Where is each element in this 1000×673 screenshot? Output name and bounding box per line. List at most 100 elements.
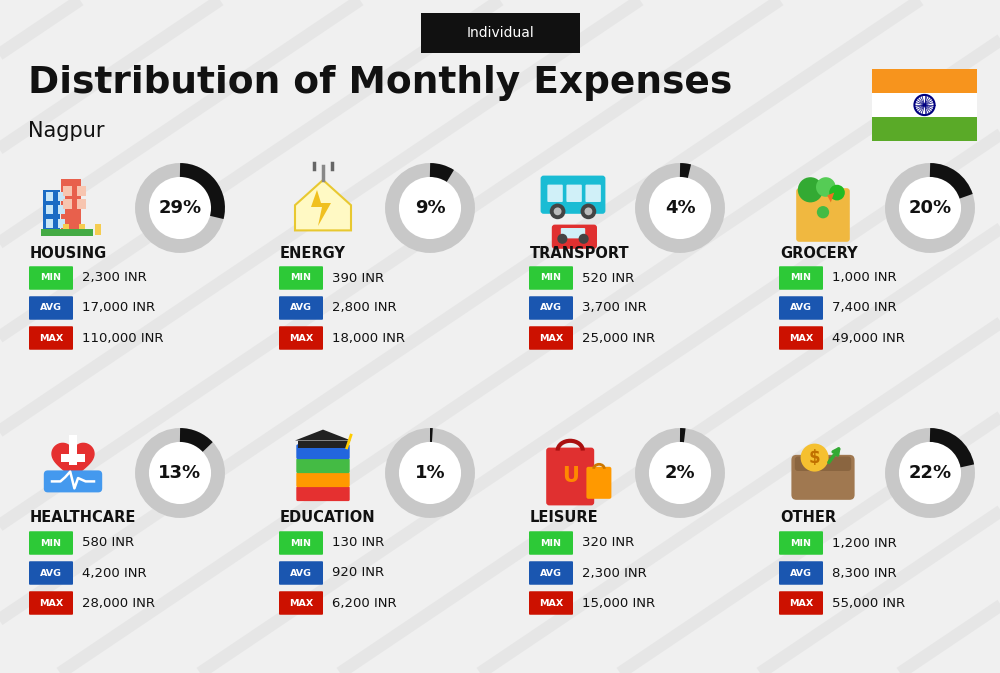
FancyBboxPatch shape (279, 531, 323, 555)
Text: TRANSPORT: TRANSPORT (530, 246, 630, 260)
Circle shape (798, 177, 823, 203)
Text: 320 INR: 320 INR (582, 536, 634, 549)
FancyBboxPatch shape (46, 192, 53, 201)
FancyBboxPatch shape (77, 199, 86, 209)
FancyBboxPatch shape (29, 561, 73, 585)
FancyBboxPatch shape (779, 531, 823, 555)
Polygon shape (827, 192, 834, 203)
FancyBboxPatch shape (529, 296, 573, 320)
Text: MIN: MIN (540, 273, 562, 283)
Text: 2,300 INR: 2,300 INR (82, 271, 147, 285)
Text: $: $ (809, 449, 820, 466)
FancyBboxPatch shape (279, 592, 323, 614)
Text: 8,300 INR: 8,300 INR (832, 567, 897, 579)
Text: 1,000 INR: 1,000 INR (832, 271, 897, 285)
Text: U: U (562, 466, 579, 486)
Text: 29%: 29% (158, 199, 202, 217)
FancyBboxPatch shape (529, 592, 573, 614)
FancyBboxPatch shape (46, 219, 53, 227)
Circle shape (142, 170, 218, 246)
Text: 920 INR: 920 INR (332, 567, 384, 579)
FancyBboxPatch shape (547, 184, 563, 202)
FancyBboxPatch shape (61, 454, 85, 462)
FancyBboxPatch shape (63, 186, 72, 195)
FancyBboxPatch shape (41, 229, 93, 236)
Text: 520 INR: 520 INR (582, 271, 634, 285)
Circle shape (816, 177, 836, 197)
FancyBboxPatch shape (779, 267, 823, 290)
Text: EDUCATION: EDUCATION (280, 511, 376, 526)
FancyBboxPatch shape (552, 225, 597, 249)
FancyBboxPatch shape (58, 205, 64, 214)
Text: 22%: 22% (908, 464, 952, 482)
Text: AVG: AVG (40, 304, 62, 312)
Text: OTHER: OTHER (780, 511, 836, 526)
FancyBboxPatch shape (529, 531, 573, 555)
FancyBboxPatch shape (46, 205, 53, 214)
FancyBboxPatch shape (279, 296, 323, 320)
Text: Nagpur: Nagpur (28, 121, 104, 141)
FancyBboxPatch shape (791, 455, 855, 500)
Text: MAX: MAX (289, 334, 313, 343)
FancyBboxPatch shape (29, 531, 73, 555)
Text: MAX: MAX (789, 598, 813, 608)
Text: 9%: 9% (415, 199, 445, 217)
Text: GROCERY: GROCERY (780, 246, 858, 260)
Text: MAX: MAX (289, 598, 313, 608)
Polygon shape (295, 429, 351, 441)
Text: MIN: MIN (540, 538, 562, 548)
Polygon shape (295, 180, 351, 230)
Text: AVG: AVG (790, 569, 812, 577)
Text: 25,000 INR: 25,000 INR (582, 332, 655, 345)
Circle shape (923, 104, 926, 106)
Circle shape (801, 444, 829, 472)
Circle shape (584, 207, 592, 215)
FancyBboxPatch shape (94, 223, 101, 235)
Text: MIN: MIN (40, 538, 62, 548)
FancyBboxPatch shape (529, 561, 573, 585)
FancyBboxPatch shape (796, 188, 850, 242)
Polygon shape (311, 190, 331, 226)
Text: 6,200 INR: 6,200 INR (332, 596, 397, 610)
Text: 55,000 INR: 55,000 INR (832, 596, 905, 610)
Text: 20%: 20% (908, 199, 952, 217)
FancyBboxPatch shape (29, 267, 73, 290)
Circle shape (892, 435, 968, 511)
FancyBboxPatch shape (58, 219, 64, 227)
Text: 2,800 INR: 2,800 INR (332, 302, 397, 314)
FancyBboxPatch shape (296, 444, 350, 459)
Circle shape (554, 207, 562, 215)
Text: AVG: AVG (290, 304, 312, 312)
FancyBboxPatch shape (298, 441, 348, 448)
FancyBboxPatch shape (296, 487, 350, 501)
Text: MIN: MIN (790, 273, 812, 283)
FancyBboxPatch shape (279, 267, 323, 290)
Text: 7,400 INR: 7,400 INR (832, 302, 897, 314)
Text: MAX: MAX (539, 334, 563, 343)
FancyBboxPatch shape (79, 223, 85, 235)
Text: AVG: AVG (40, 569, 62, 577)
Circle shape (817, 206, 829, 218)
Text: MIN: MIN (790, 538, 812, 548)
Text: Distribution of Monthly Expenses: Distribution of Monthly Expenses (28, 65, 732, 101)
Circle shape (892, 170, 968, 246)
FancyBboxPatch shape (58, 192, 64, 201)
FancyBboxPatch shape (585, 184, 601, 202)
FancyBboxPatch shape (779, 561, 823, 585)
FancyBboxPatch shape (779, 296, 823, 320)
Circle shape (392, 435, 468, 511)
FancyBboxPatch shape (872, 117, 977, 141)
Text: 28,000 INR: 28,000 INR (82, 596, 155, 610)
Text: 2,300 INR: 2,300 INR (582, 567, 647, 579)
Text: MAX: MAX (539, 598, 563, 608)
FancyBboxPatch shape (29, 296, 73, 320)
FancyBboxPatch shape (529, 267, 573, 290)
Text: MIN: MIN (290, 538, 312, 548)
FancyBboxPatch shape (77, 186, 86, 195)
Text: 2%: 2% (665, 464, 695, 482)
Text: 18,000 INR: 18,000 INR (332, 332, 405, 345)
Text: MAX: MAX (39, 598, 63, 608)
Text: AVG: AVG (790, 304, 812, 312)
Circle shape (642, 435, 718, 511)
FancyBboxPatch shape (795, 456, 851, 471)
